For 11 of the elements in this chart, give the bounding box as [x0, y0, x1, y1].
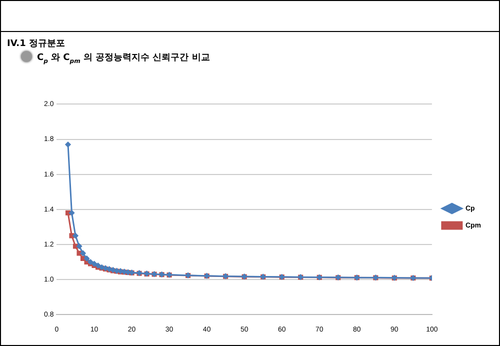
point: [80, 250, 86, 256]
point: [65, 210, 71, 216]
point: [69, 233, 74, 238]
chart-title: IV.1 정규분포: [7, 38, 65, 50]
point: [76, 250, 82, 256]
point: [76, 243, 82, 249]
point: [84, 256, 90, 262]
chart-subtitle: C$_{p}$ 와 C$_{pm}$ 의 공정능력지수 신뢰구간 비교: [37, 52, 210, 65]
point: [68, 210, 74, 216]
point: [72, 232, 78, 238]
point: [65, 142, 71, 148]
